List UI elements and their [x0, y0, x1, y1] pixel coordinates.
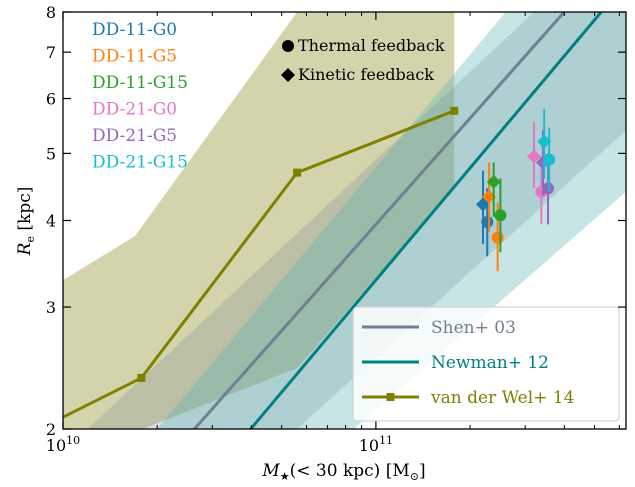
circle-marker — [491, 231, 504, 244]
legend-label-dd-21-g5: DD-21-G5 — [92, 126, 177, 146]
van-der-wel-series — [63, 106, 459, 419]
circle-marker — [543, 153, 556, 166]
legend-label-dd-11-g0: DD-11-G0 — [92, 20, 177, 40]
x-axis-label: M★(< 30 kpc) [M⊙] — [261, 461, 425, 483]
sim-point-dd-21-g15-diamond — [537, 108, 552, 179]
y-tick-label: 3 — [46, 298, 56, 317]
marker-legend-label: Thermal feedback — [298, 36, 445, 55]
legend-label-dd-21-g15: DD-21-G15 — [92, 153, 188, 173]
axes: 1010 1011 2 3 4 5 6 7 8 — [46, 3, 627, 455]
relation-bands — [63, 12, 626, 429]
sim-point-dd-21-g15-circle — [543, 127, 556, 192]
thermal-marker-icon — [282, 40, 294, 52]
y-tick-label: 2 — [46, 420, 56, 439]
marker-legend-label: Kinetic feedback — [298, 65, 434, 84]
circle-marker — [481, 216, 494, 229]
diamond-marker — [526, 149, 541, 164]
shen-03-band — [87, 12, 626, 429]
sim-point-dd-11-g15-circle — [494, 178, 507, 253]
x-tick-label: 1010 — [46, 434, 80, 455]
simulation-points — [476, 108, 556, 272]
legend-label-dd-11-g5: DD-11-G5 — [92, 47, 177, 67]
van-der-wel-marker — [450, 106, 459, 115]
legend-label-shen-03: Shen+ 03 — [431, 318, 516, 338]
van-der-wel-band — [63, 12, 455, 429]
sim-point-dd-11-g15-diamond — [486, 162, 501, 217]
relation-lines — [193, 12, 603, 429]
diamond-marker — [537, 134, 552, 149]
legend-square-marker — [386, 393, 395, 401]
legend-label-dd-11-g15: DD-11-G15 — [92, 73, 188, 93]
sim-point-dd-11-g5-diamond — [482, 162, 497, 232]
y-tick-label: 5 — [46, 144, 56, 163]
marker-legend: Thermal feedback Kinetic feedback — [281, 36, 445, 84]
newman-12-band — [157, 12, 626, 429]
diamond-marker — [486, 174, 501, 189]
van-der-wel-line — [63, 109, 455, 419]
x-tick-label: 1011 — [359, 434, 393, 455]
y-tick-label: 8 — [46, 3, 56, 22]
sim-point-dd-21-g0-diamond — [526, 121, 541, 189]
y-tick-label: 4 — [46, 212, 56, 231]
y-axis-label: Re [kpc] — [15, 187, 37, 257]
y-tick-label: 7 — [46, 43, 56, 62]
simulation-legend: DD-11-G0 DD-11-G5 DD-11-G15 DD-21-G0 DD-21-G… — [92, 20, 188, 173]
relations-legend: Shen+ 03 Newman+ 12 van der Wel+ 14 — [352, 306, 620, 422]
legend-label-dd-21-g0: DD-21-G0 — [92, 100, 177, 120]
kinetic-marker-icon — [281, 68, 295, 82]
van-der-wel-marker — [293, 168, 302, 177]
y-tick-label: 6 — [46, 90, 56, 109]
legend-label-van-der-wel-14: van der Wel+ 14 — [430, 388, 574, 408]
shen-03-line — [193, 12, 566, 429]
newman-12-line — [249, 12, 603, 429]
legend-box — [352, 306, 620, 422]
circle-marker — [542, 182, 555, 195]
van-der-wel-marker — [137, 373, 146, 382]
diamond-marker — [482, 189, 497, 204]
legend-label-newman-12: Newman+ 12 — [431, 353, 549, 373]
plot-area — [63, 12, 626, 429]
circle-marker — [494, 209, 507, 222]
